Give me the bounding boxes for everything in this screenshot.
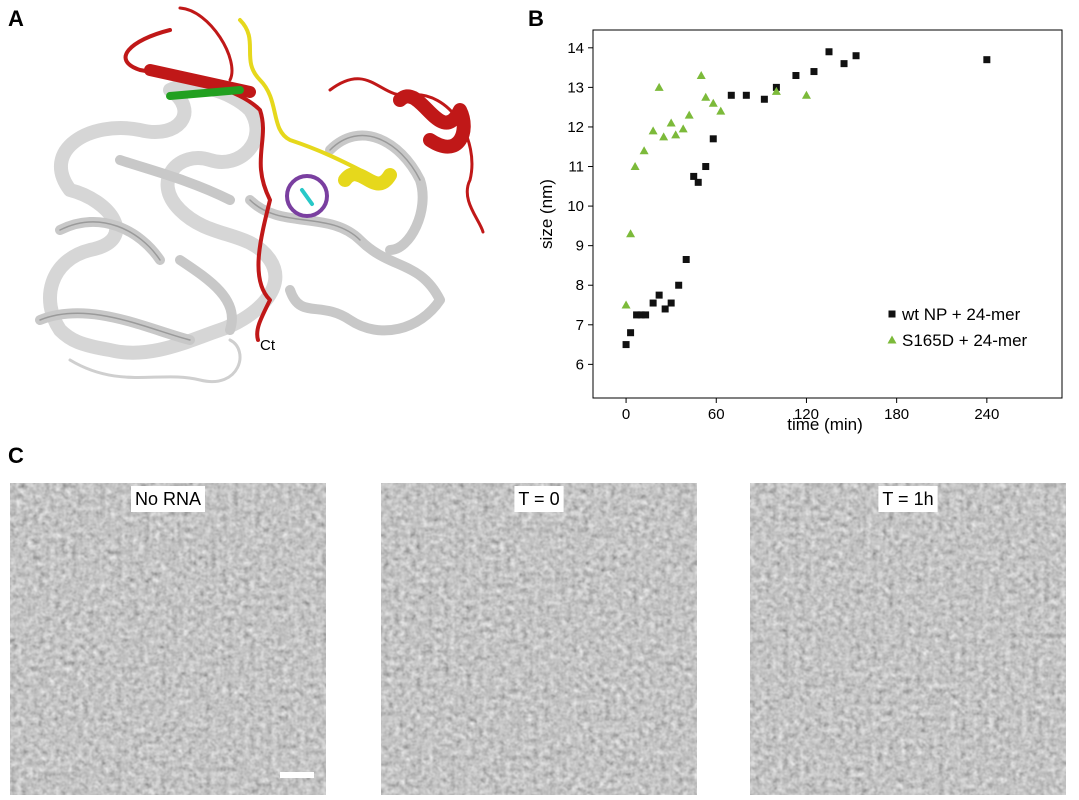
micrographs: No RNA T = 0 T = 1h: [10, 483, 1066, 795]
point: [690, 172, 698, 180]
micrograph: T = 1h: [750, 483, 1066, 795]
micrograph: T = 0: [381, 483, 697, 795]
panel-label: A: [8, 6, 24, 31]
point: [792, 72, 800, 80]
x-tick-label: 120: [794, 406, 819, 423]
micrograph-label: No RNA: [135, 489, 201, 509]
micrograph-label: T = 1h: [882, 489, 933, 509]
panel-label: C: [8, 443, 24, 468]
panel-label: B: [528, 6, 544, 31]
y-tick-label: 10: [567, 198, 584, 215]
point: [678, 124, 688, 133]
label-background: [878, 486, 938, 512]
y-tick-label: 6: [576, 356, 584, 373]
point: [840, 60, 848, 68]
point: [666, 118, 676, 127]
point: [709, 135, 717, 143]
x-tick-label: 0: [622, 406, 630, 423]
x-tick-label: 60: [708, 406, 725, 423]
x-tick-label: 240: [974, 406, 999, 423]
terminus-label: Ct: [260, 337, 276, 354]
micrograph: No RNA: [10, 483, 326, 795]
label-background: [514, 486, 564, 512]
scatter-chart: size (nm) time (min) 6 7 8 9 10 11 12 13 14 0 60 12…: [537, 29, 1063, 434]
point: [639, 146, 649, 155]
point: [771, 86, 781, 95]
point: [983, 56, 991, 64]
point: [642, 311, 650, 319]
point: [667, 299, 675, 307]
point: [801, 90, 811, 99]
point: [655, 291, 663, 299]
point: [708, 98, 718, 107]
legend-label: wt NP + 24-mer: [901, 305, 1021, 324]
point: [627, 329, 635, 337]
point: [671, 130, 681, 139]
point: [637, 311, 645, 319]
micrograph-image: [381, 483, 697, 795]
point: [696, 71, 706, 80]
point: [760, 95, 768, 103]
micrograph-image: [750, 483, 1066, 795]
y-tick-label: 14: [567, 40, 584, 57]
protein-structure: [35, 6, 485, 384]
point: [675, 281, 683, 289]
points: [621, 48, 991, 349]
point: [684, 110, 694, 119]
y-tick-label: 11: [568, 159, 584, 176]
point: [648, 126, 658, 135]
x-tick-label: 180: [884, 406, 909, 423]
y-axis-label: size (nm): [537, 179, 556, 249]
point: [682, 256, 690, 264]
point: [825, 48, 833, 56]
legend-marker: [888, 310, 896, 318]
y-tick-label: 13: [567, 79, 584, 96]
point: [626, 229, 636, 238]
y-tick-label: 8: [576, 277, 584, 294]
scale-bar: [280, 772, 314, 778]
point: [810, 68, 818, 76]
y-tick-label: 7: [576, 317, 584, 334]
point: [852, 52, 860, 60]
point: [659, 132, 669, 141]
point: [694, 178, 702, 186]
point: [654, 82, 664, 91]
point: [649, 299, 657, 307]
point: [716, 106, 726, 115]
x-axis-label: time (min): [787, 415, 863, 434]
point: [727, 91, 735, 99]
micrograph-image: [10, 483, 326, 795]
point: [742, 91, 750, 99]
y-tick-label: 12: [567, 119, 584, 136]
plot-frame: [592, 29, 1063, 399]
point: [661, 305, 669, 313]
label-background: [130, 486, 206, 512]
point: [630, 162, 640, 171]
micrograph-label: T = 0: [518, 489, 559, 509]
legend-label: S165D + 24-mer: [902, 331, 1028, 350]
point: [621, 300, 631, 309]
point: [701, 92, 711, 101]
point: [702, 163, 710, 171]
point: [633, 311, 641, 319]
legend-marker: [887, 335, 897, 344]
point: [622, 341, 630, 349]
y-tick-label: 9: [576, 238, 584, 255]
